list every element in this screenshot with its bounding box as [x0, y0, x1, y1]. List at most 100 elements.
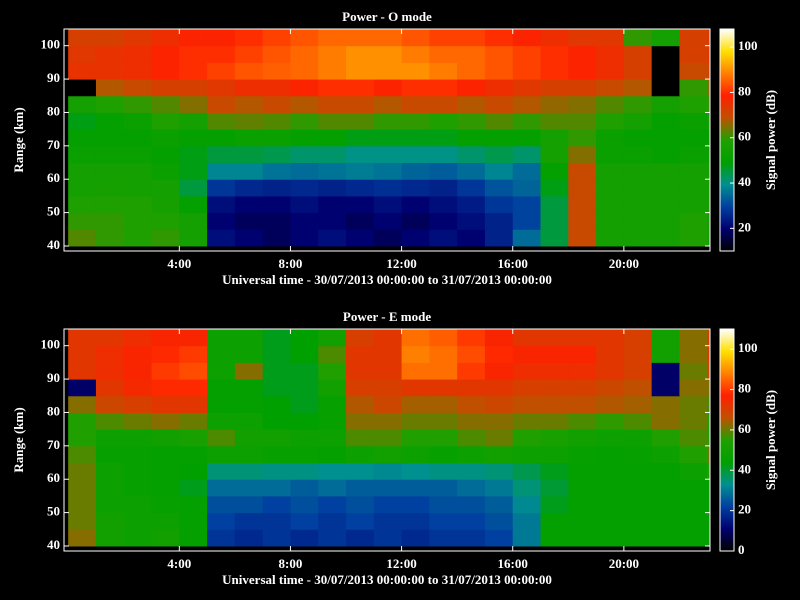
heatmap-cell — [568, 112, 597, 130]
heatmap-cell — [123, 162, 153, 180]
heatmap-cell — [540, 45, 569, 63]
heatmap-cell — [207, 345, 236, 363]
heatmap-cell — [151, 162, 180, 180]
heatmap-cell — [429, 512, 458, 530]
heatmap-cell — [346, 512, 375, 530]
heatmap-cell — [401, 345, 430, 363]
heatmap-cell — [68, 62, 97, 80]
heatmap-cell — [568, 429, 597, 447]
heatmap-cell — [262, 429, 291, 447]
heatmap-cell — [290, 212, 319, 230]
heatmap-cell — [123, 29, 153, 47]
heatmap-cell — [596, 45, 625, 63]
heatmap-cell — [123, 179, 153, 197]
heatmap-cell — [123, 445, 153, 464]
heatmap-cell — [484, 229, 514, 247]
heatmap-cell — [401, 162, 430, 180]
heatmap-cell — [290, 412, 319, 430]
heatmap-cell — [318, 445, 347, 464]
heatmap-cell — [318, 345, 347, 363]
heatmap-cell — [262, 479, 291, 497]
heatmap-cell — [401, 429, 430, 447]
heatmap-cell — [512, 179, 542, 197]
heatmap-cell — [179, 162, 208, 180]
heatmap-cell — [290, 112, 319, 130]
heatmap-cell — [401, 229, 430, 247]
heatmap-cell — [179, 395, 208, 413]
heatmap-cell — [373, 162, 403, 180]
heatmap-cell — [679, 529, 708, 547]
heatmap-cell — [401, 495, 430, 514]
heatmap-cell — [651, 79, 680, 97]
heatmap-cell — [568, 412, 597, 430]
heatmap-cell — [234, 145, 264, 164]
heatmap-cell — [457, 412, 486, 430]
heatmap-cell — [68, 445, 97, 464]
heatmap-cell — [318, 112, 347, 130]
heatmap-cell — [623, 529, 653, 547]
heatmap-cell — [346, 395, 375, 413]
heatmap-cell — [95, 162, 125, 180]
x-tick-label: 4:00 — [167, 556, 191, 571]
heatmap-cell — [568, 379, 597, 397]
heatmap-cell — [123, 395, 153, 413]
heatmap-cell — [95, 45, 125, 63]
heatmap-cell — [290, 179, 319, 197]
heatmap-cell — [623, 179, 653, 197]
heatmap-cell — [457, 129, 486, 147]
heatmap-cell — [179, 45, 208, 63]
colorbar-tick-label: 100 — [738, 340, 758, 355]
heatmap-cell — [346, 329, 375, 347]
heatmap-cell — [68, 429, 97, 447]
heatmap-cell — [512, 129, 542, 147]
heatmap-cell — [568, 345, 597, 363]
heatmap-cell — [429, 79, 458, 97]
y-tick-label: 100 — [41, 37, 61, 52]
heatmap-cell — [484, 379, 514, 397]
heatmap-cell — [429, 62, 458, 80]
heatmap-cell — [318, 179, 347, 197]
heatmap-cell — [207, 429, 236, 447]
heatmap-cell — [123, 79, 153, 97]
heatmap-cell — [68, 212, 97, 230]
heatmap-cell — [318, 512, 347, 530]
heatmap-cell — [568, 212, 597, 230]
heatmap-cell — [95, 195, 125, 214]
heatmap-cell — [290, 345, 319, 363]
heatmap-cell — [373, 512, 403, 530]
heatmap-cell — [707, 329, 710, 347]
x-axis-label: Universal time - 30/07/2013 00:00:00 to … — [222, 272, 552, 287]
heatmap-cell — [512, 512, 542, 530]
heatmap-cell — [401, 462, 430, 480]
heatmap-cell — [679, 379, 708, 397]
y-tick-label: 90 — [47, 370, 60, 385]
colorbar — [719, 28, 735, 252]
heatmap-cell — [346, 379, 375, 397]
heatmap-cell — [234, 229, 264, 247]
heatmap-cell — [679, 395, 708, 413]
heatmap-cell — [623, 412, 653, 430]
heatmap-cell — [68, 179, 97, 197]
heatmap-cell — [373, 379, 403, 397]
heatmap-cell — [179, 529, 208, 547]
heatmap-cell — [484, 479, 514, 497]
heatmap-cell — [484, 112, 514, 130]
heatmap-cell — [346, 479, 375, 497]
heatmap-cell — [512, 362, 542, 380]
heatmap-cell — [373, 62, 403, 80]
heatmap-cell — [484, 45, 514, 63]
heatmap-cell — [179, 129, 208, 147]
heatmap-cell — [596, 362, 625, 380]
heatmap-cell — [457, 229, 486, 247]
heatmap-cell — [346, 429, 375, 447]
y-tick-label: 90 — [47, 70, 60, 85]
heatmap-cell — [262, 412, 291, 430]
heatmap-cell — [401, 212, 430, 230]
heatmap-cell — [707, 462, 710, 480]
heatmap-cell — [318, 229, 347, 247]
heatmap-cell — [318, 145, 347, 164]
heatmap-cell — [346, 95, 375, 113]
heatmap-cell — [401, 445, 430, 464]
heatmap-cell — [429, 212, 458, 230]
heatmap-cell — [540, 112, 569, 130]
